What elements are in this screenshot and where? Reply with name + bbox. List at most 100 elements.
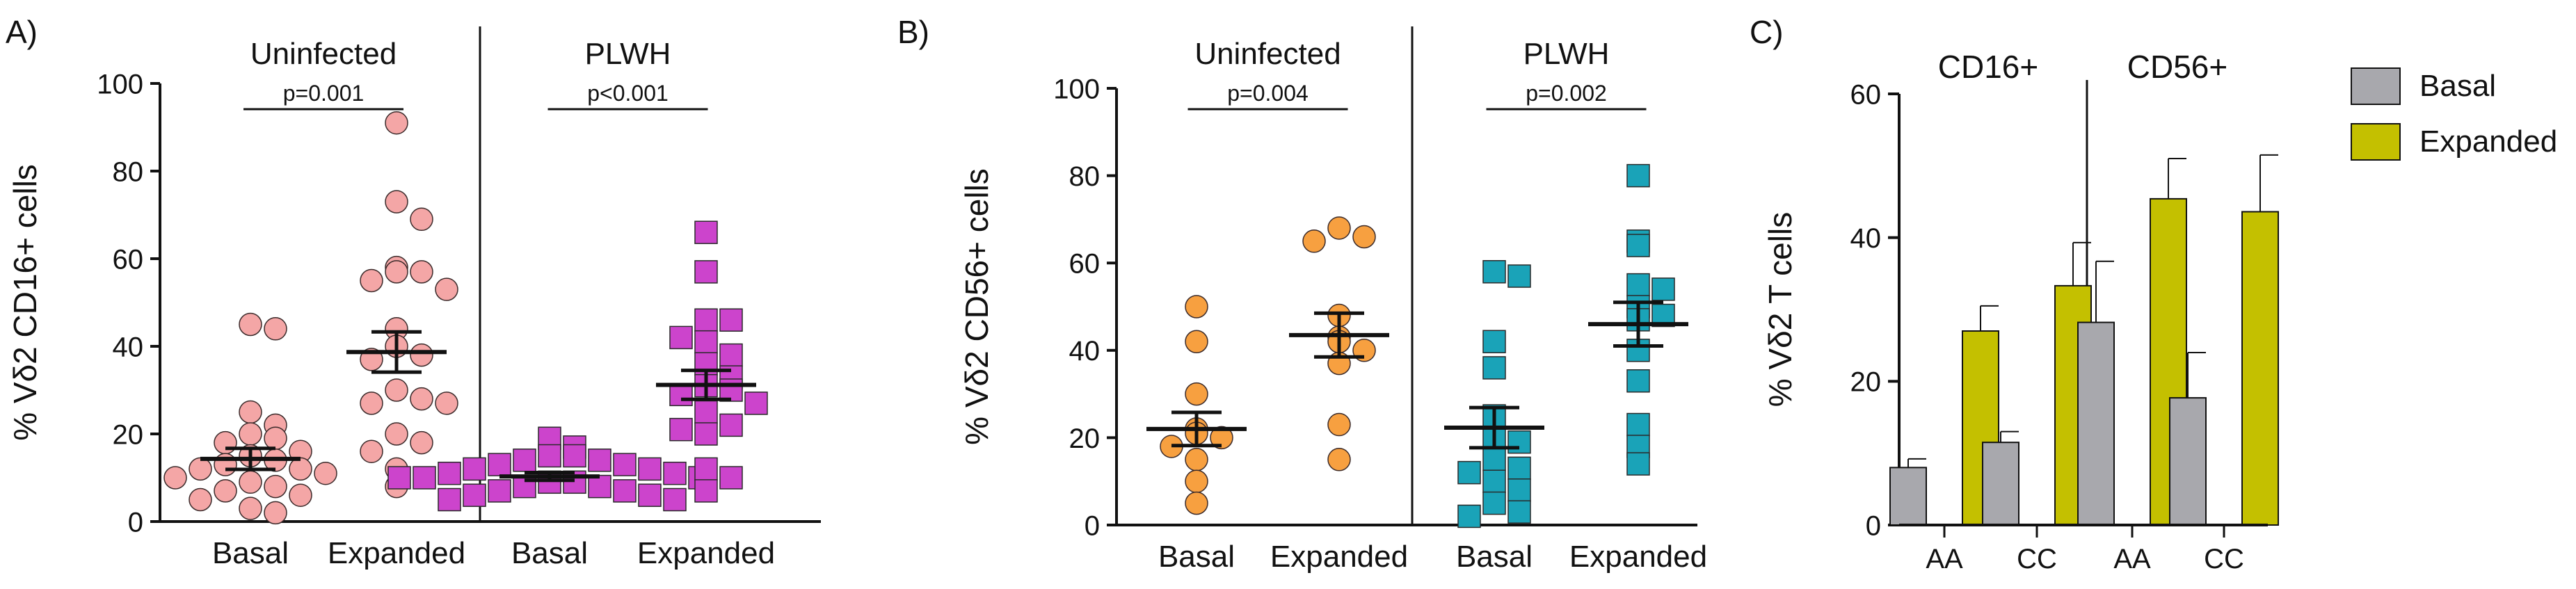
panel-c-bar — [2077, 321, 2115, 526]
panel-b-data-point — [1507, 430, 1531, 454]
panel-a-data-point — [410, 343, 433, 367]
panel-b-data-point — [1626, 273, 1650, 297]
panel-a-data-point — [694, 457, 718, 481]
panel-c-y-tick-label: 40 — [1850, 223, 1882, 254]
panel-b-data-point — [1210, 426, 1233, 450]
panel-a-p-value: p=0.001 — [283, 81, 365, 106]
panel-a-data-point — [387, 466, 411, 490]
panel-b-y-tick-label: 80 — [1069, 161, 1101, 192]
panel-a-y-tick-label: 0 — [128, 507, 143, 538]
panel-a-data-point — [289, 457, 312, 481]
panel-a-data-point — [264, 474, 287, 499]
panel-a-data-point — [385, 111, 408, 135]
panel-b-data-point — [1482, 469, 1506, 493]
panel-c-bar — [2169, 397, 2207, 526]
panel-c-bar — [2241, 211, 2279, 526]
panel-a-data-point — [613, 453, 637, 476]
panel-b-y-axis-label: % Vδ2 CD56+ cells — [959, 168, 995, 445]
panel-a-data-point — [360, 268, 383, 293]
panel-a-data-point — [410, 260, 433, 284]
panel-b-data-point — [1507, 264, 1531, 288]
panel-a-data-point — [239, 400, 262, 424]
panel-a-data-point — [264, 501, 287, 525]
panel-c-legend-swatch — [2351, 123, 2401, 161]
panel-a-data-point — [563, 444, 586, 468]
panel-a-category-label: Expanded — [328, 536, 465, 570]
panel-b-p-value: p=0.004 — [1227, 81, 1309, 106]
panel-a-data-point — [214, 453, 237, 476]
panel-b-data-point — [1327, 412, 1351, 437]
panel-c-bar — [1889, 467, 1927, 526]
panel-a-data-point — [694, 422, 718, 446]
panel-b-data-point — [1482, 260, 1506, 284]
panel-b-data-point — [1185, 469, 1208, 493]
panel-b-data-point — [1507, 456, 1531, 481]
panel-c-category-label: AA — [2113, 544, 2151, 574]
panel-c-group-label: CD56+ — [2127, 49, 2227, 85]
panel-a-data-point — [410, 207, 433, 232]
panel-b-data-point — [1482, 448, 1506, 471]
panel-a-y-tick-label: 60 — [113, 244, 144, 275]
panel-c-legend-label: Basal — [2419, 69, 2496, 103]
panel-c-y-tick-label: 0 — [1866, 510, 1881, 541]
panel-a-data-point — [694, 479, 718, 503]
panel-b-panel-label: B) — [897, 14, 929, 50]
panel-a-data-point — [638, 457, 662, 481]
panel-a-data-point — [719, 413, 743, 437]
panel-b-category-label: Expanded — [1569, 540, 1707, 574]
panel-c-group-label: CD16+ — [1938, 49, 2038, 85]
panel-b-data-point — [1302, 229, 1326, 253]
panel-b-data-point — [1457, 504, 1481, 529]
panel-a-data-point — [463, 457, 486, 481]
panel-a-data-point — [189, 487, 212, 512]
panel-a-data-point — [513, 449, 536, 472]
panel-c-category-label: CC — [2017, 544, 2057, 574]
panel-c-category-label: AA — [1926, 544, 1963, 574]
panel-a-data-point — [385, 260, 408, 284]
panel-a-data-point — [694, 400, 718, 424]
panel-a-data-point — [488, 453, 511, 476]
panel-b-y-tick-label: 100 — [1053, 74, 1100, 104]
panel-a-data-point — [694, 220, 718, 244]
panel-b-data-point — [1185, 491, 1208, 515]
panel-a-data-point — [719, 343, 743, 367]
panel-b-data-point — [1185, 295, 1208, 318]
panel-b-data-point — [1185, 330, 1208, 353]
panel-b-data-point — [1507, 500, 1531, 524]
panel-b-data-point — [1507, 478, 1531, 502]
panel-b-data-point — [1327, 448, 1351, 471]
panel-a-data-point — [663, 487, 687, 512]
panel-b-category-label: Basal — [1158, 540, 1235, 574]
panel-c-legend-label: Expanded — [2419, 124, 2557, 159]
panel-a-data-point — [438, 461, 461, 485]
panel-b-data-point — [1352, 225, 1376, 249]
panel-a-data-point — [360, 439, 383, 463]
panel-a-y-tick-label: 40 — [113, 332, 144, 362]
panel-a-data-point — [719, 308, 743, 332]
panel-b-y-tick-label: 60 — [1069, 249, 1101, 280]
panel-a-data-point — [189, 457, 212, 481]
panel-a-data-point — [360, 392, 383, 415]
panel-c-panel-label: C) — [1750, 14, 1784, 50]
panel-a-data-point — [413, 466, 436, 490]
panel-b-p-value: p=0.002 — [1526, 81, 1607, 106]
panel-b-data-point — [1482, 356, 1506, 380]
panel-a-y-tick-label: 100 — [97, 69, 143, 99]
panel-a-category-label: Expanded — [637, 536, 775, 570]
panel-a-data-point — [613, 479, 637, 503]
panel-a-data-point — [239, 422, 262, 446]
panel-b-data-point — [1482, 330, 1506, 353]
panel-a-data-point — [538, 444, 561, 468]
panel-a-p-value: p<0.001 — [587, 81, 669, 106]
panel-b-y-tick-label: 40 — [1069, 336, 1101, 366]
panel-a-data-point — [694, 308, 718, 332]
panel-a-data-point — [385, 378, 408, 402]
panel-a-data-point — [744, 392, 768, 415]
panel-b-data-point — [1185, 382, 1208, 406]
panel-a-data-point — [694, 260, 718, 284]
panel-b-data-point — [1457, 460, 1481, 485]
panel-a-data-point — [669, 382, 693, 407]
panel-a-data-point — [289, 483, 312, 507]
panel-a-data-point — [588, 449, 611, 472]
